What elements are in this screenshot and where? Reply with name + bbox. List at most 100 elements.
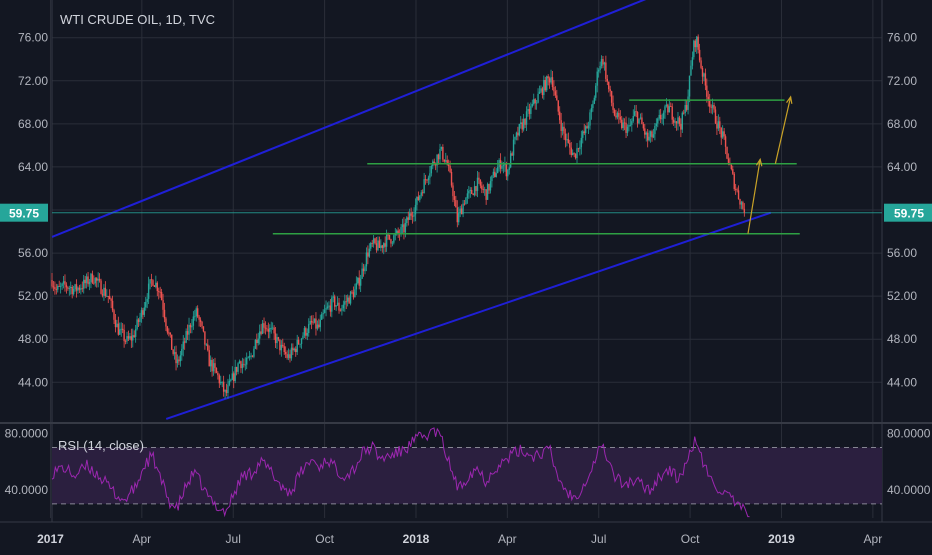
rsi-line <box>51 427 750 518</box>
candle-body <box>349 291 352 304</box>
candle-body <box>411 215 414 217</box>
candle-body <box>680 123 682 130</box>
candle-body <box>55 289 58 290</box>
candle-body <box>730 165 733 170</box>
candle-body <box>404 223 407 233</box>
candle-body <box>83 279 85 289</box>
candle-body <box>250 355 252 357</box>
y-tick-left: 72.00 <box>18 74 48 88</box>
candle-body <box>687 96 689 110</box>
candle-body <box>227 384 229 394</box>
candle-body <box>548 78 551 83</box>
candle-body <box>648 136 650 141</box>
candle-body <box>709 99 711 107</box>
candle-body <box>364 266 366 272</box>
candle-body <box>664 106 666 113</box>
candle-body <box>326 306 329 308</box>
candle-body <box>126 336 128 342</box>
candle-body <box>610 91 613 103</box>
candle-body <box>684 105 686 114</box>
last-price-badge-left <box>0 203 48 222</box>
candle-body <box>222 381 225 392</box>
candle-body <box>309 320 311 325</box>
candle-body <box>266 328 268 330</box>
candle-body <box>253 348 255 357</box>
candle-body <box>74 284 76 290</box>
candle-body <box>717 121 720 129</box>
candle-body <box>270 327 272 329</box>
candle-body <box>683 112 685 114</box>
candle-body <box>443 159 446 162</box>
candle-body <box>605 62 607 79</box>
candle-body <box>446 160 448 165</box>
candle-body <box>179 355 182 362</box>
candle-body <box>378 240 381 248</box>
candle-body <box>613 109 616 116</box>
candle-body <box>158 291 160 292</box>
candle-body <box>631 121 633 125</box>
candle-body <box>129 336 131 339</box>
candle-body <box>659 114 662 120</box>
candle-body <box>58 285 60 287</box>
candle-body <box>204 331 206 345</box>
candle-body <box>623 122 626 124</box>
candle-body <box>329 305 332 312</box>
candle-body <box>580 137 583 148</box>
candle-body <box>273 327 275 334</box>
candle-body <box>693 40 695 58</box>
candle-body <box>116 323 118 328</box>
rsi-tick-right: 40.0000 <box>887 483 931 497</box>
candle-body <box>308 324 310 334</box>
candle-body <box>218 375 221 384</box>
candle-body <box>163 309 166 319</box>
candle-body <box>417 196 420 201</box>
candle-body <box>527 108 529 112</box>
candle-body <box>192 316 195 326</box>
candle-body <box>706 85 708 97</box>
candle-body <box>313 318 316 323</box>
candle-body <box>94 278 96 284</box>
candle-body <box>525 111 528 125</box>
candle-body <box>120 328 122 330</box>
y-tick-left: 68.00 <box>18 117 48 131</box>
candle-body <box>456 207 458 223</box>
candle-body <box>638 118 640 124</box>
candle-body <box>495 173 497 177</box>
candle-body <box>463 203 466 205</box>
y-tick-right: 44.00 <box>887 375 917 389</box>
candle-body <box>621 119 623 129</box>
candle-body <box>390 239 392 244</box>
candle-body <box>284 351 287 355</box>
candle-body <box>434 164 437 166</box>
y-tick-right: 72.00 <box>887 74 917 88</box>
candle-body <box>198 316 200 320</box>
candle-body <box>489 181 492 191</box>
candle-body <box>704 73 707 86</box>
y-tick-left: 64.00 <box>18 160 48 174</box>
candle-body <box>274 333 277 344</box>
candle-body <box>319 319 321 328</box>
candle-body <box>595 85 597 98</box>
candle-body <box>582 131 584 138</box>
candle-body <box>668 106 671 113</box>
candle-body <box>416 196 418 205</box>
candle-body <box>546 76 548 91</box>
candle-body <box>217 372 219 376</box>
candle-body <box>54 287 56 290</box>
candle-body <box>264 327 267 329</box>
candle-body <box>176 359 179 364</box>
candle-body <box>616 112 619 118</box>
candle-body <box>149 279 151 284</box>
candle-body <box>302 335 304 339</box>
candle-body <box>675 121 678 124</box>
candle-body <box>71 287 73 295</box>
candle-body <box>626 126 629 133</box>
candle-body <box>462 203 464 215</box>
candle-body <box>520 122 522 124</box>
candle-body <box>52 286 55 288</box>
candle-body <box>419 195 421 201</box>
candle-body <box>641 117 643 125</box>
candle-body <box>450 171 453 186</box>
candle-body <box>492 171 495 176</box>
